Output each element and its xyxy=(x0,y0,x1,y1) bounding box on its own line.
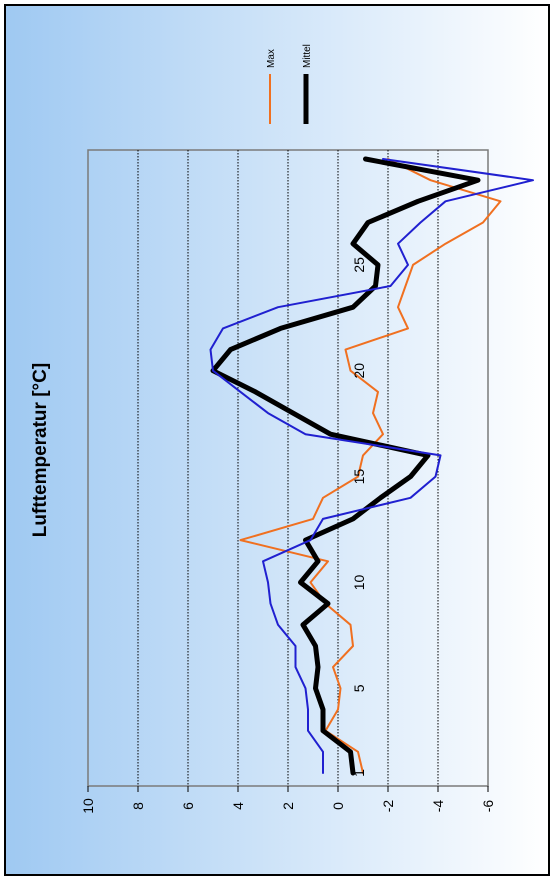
value-axis-tick-label: 2 xyxy=(280,802,296,810)
legend-label-max: Max xyxy=(266,49,277,68)
day-axis-tick-label: 20 xyxy=(351,363,367,379)
value-axis-tick-label: 6 xyxy=(180,802,196,810)
day-axis-tick-label: 5 xyxy=(351,684,367,692)
chart-frame: 10 8 6 4 2 0 -2 -4 -6 1 5 10 15 20 25 Max Mittel Luftte… xyxy=(4,4,550,876)
day-axis-tick-label: 10 xyxy=(351,574,367,590)
value-axis-tick-label: 8 xyxy=(130,802,146,810)
chart-title: Lufttemperatur [°C] xyxy=(30,363,51,537)
value-axis-tick-label: 0 xyxy=(330,802,346,810)
day-axis-tick-label: 15 xyxy=(351,469,367,485)
value-axis-tick-label: 10 xyxy=(80,798,96,814)
value-axis-tick-label: -4 xyxy=(430,800,446,813)
series-group xyxy=(209,156,534,776)
legend: Max Mittel xyxy=(266,44,313,124)
legend-label-mittel: Mittel xyxy=(302,44,313,68)
value-axis-tick-label: -6 xyxy=(480,800,496,813)
value-axis-tick-label: 4 xyxy=(230,802,246,810)
day-axis-tick-label: 25 xyxy=(351,257,367,273)
series-line-mittel xyxy=(210,156,481,776)
value-axis-tick-label: -2 xyxy=(380,800,396,813)
series-line-max xyxy=(239,158,502,774)
day-axis-tick-label: 1 xyxy=(351,769,367,777)
series-line-unnamed xyxy=(209,158,534,774)
